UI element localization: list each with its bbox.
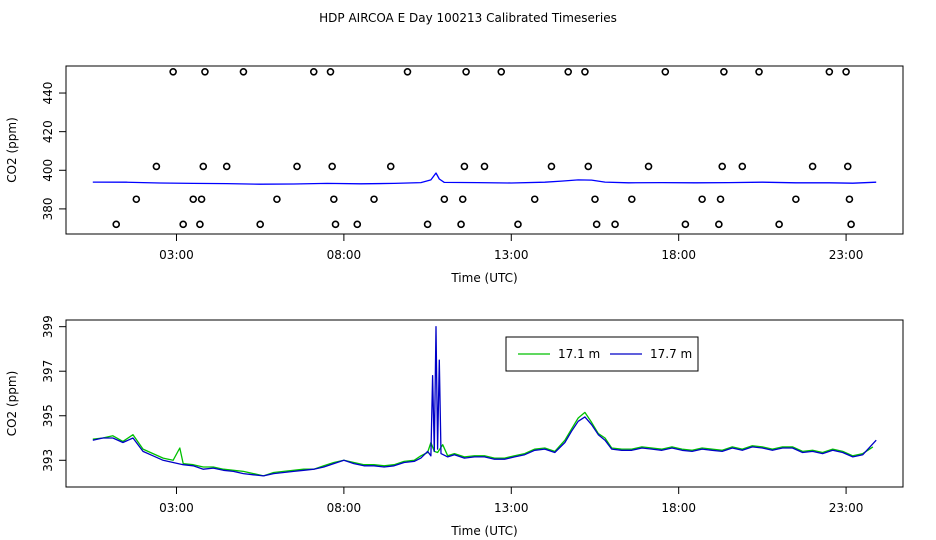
data-point: [564, 67, 573, 76]
y-tick-label: 395: [41, 404, 55, 427]
data-point: [132, 195, 141, 204]
data-point: [530, 195, 539, 204]
data-point: [458, 195, 467, 204]
data-point: [189, 195, 198, 204]
legend-label: 17.7 m: [650, 347, 692, 361]
series-line-0: [92, 172, 877, 185]
data-point: [842, 67, 850, 76]
figure-title: HDP AIRCOA E Day 100213 Calibrated Times…: [319, 11, 617, 25]
legend-box: [505, 336, 699, 372]
data-point: [755, 67, 763, 76]
data-point: [592, 220, 601, 229]
data-point: [460, 162, 469, 171]
data-point: [457, 220, 465, 229]
data-point: [423, 220, 432, 229]
x-tick-label: 18:00: [661, 501, 696, 515]
x-axis-label: Time (UTC): [450, 524, 517, 538]
data-point: [718, 162, 727, 171]
data-point: [201, 67, 209, 76]
data-point: [293, 162, 301, 171]
data-point: [331, 220, 340, 229]
x-tick-label: 13:00: [494, 248, 529, 262]
data-point: [370, 195, 378, 204]
x-tick-label: 03:00: [159, 248, 194, 262]
data-point: [611, 220, 619, 229]
data-point: [330, 195, 338, 204]
data-point: [591, 195, 599, 204]
data-point: [738, 162, 747, 171]
data-point: [716, 195, 725, 204]
plot-frame: [65, 319, 904, 488]
data-point: [112, 220, 121, 229]
x-tick-label: 08:00: [327, 501, 362, 515]
y-tick-label: 420: [41, 120, 55, 143]
data-point: [222, 162, 231, 171]
x-tick-label: 13:00: [494, 501, 529, 515]
data-point: [825, 67, 834, 76]
x-tick-label: 08:00: [327, 248, 362, 262]
data-point: [847, 220, 855, 229]
series-line-0: [92, 411, 874, 477]
x-axis-label: Time (UTC): [450, 271, 517, 285]
data-point: [514, 220, 522, 229]
y-tick-label: 397: [41, 360, 55, 383]
data-point: [644, 162, 653, 171]
data-point: [197, 195, 206, 204]
data-point: [584, 162, 593, 171]
data-point: [661, 67, 670, 76]
legend-label: 17.1 m: [558, 347, 600, 361]
data-point: [328, 162, 336, 171]
y-tick-label: 400: [41, 159, 55, 182]
data-point: [196, 220, 204, 229]
y-tick-label: 393: [41, 449, 55, 472]
data-point: [547, 162, 556, 171]
data-point: [256, 220, 264, 229]
y-tick-label: 440: [41, 82, 55, 105]
x-tick-label: 18:00: [661, 248, 696, 262]
data-point: [698, 195, 706, 204]
data-point: [843, 162, 852, 171]
x-tick-label: 23:00: [829, 248, 864, 262]
data-point: [326, 67, 335, 76]
data-point: [309, 67, 318, 76]
data-point: [715, 220, 723, 229]
y-axis-label: CO2 (ppm): [5, 371, 19, 437]
series-line-1: [92, 326, 877, 477]
y-tick-label: 399: [41, 315, 55, 338]
data-point: [179, 220, 187, 229]
panel-top: 03:00 08:00 13:00 18:00 23:00 Time (UTC) 380 40…: [5, 65, 904, 285]
x-tick-label: 03:00: [159, 501, 194, 515]
y-axis-label: CO2 (ppm): [5, 117, 19, 183]
data-point: [239, 67, 248, 76]
plot-frame: [65, 65, 904, 235]
data-point: [386, 162, 395, 171]
data-point: [581, 67, 589, 76]
data-point: [497, 67, 506, 76]
data-point: [169, 67, 177, 76]
data-point: [720, 67, 728, 76]
data-point: [403, 67, 412, 76]
data-point: [480, 162, 489, 171]
data-point: [152, 162, 161, 171]
data-point: [628, 195, 636, 204]
data-point: [775, 220, 783, 229]
data-point: [440, 195, 449, 204]
data-point: [792, 195, 800, 204]
data-point: [808, 162, 817, 171]
data-point: [462, 67, 470, 76]
data-point: [681, 220, 690, 229]
legend: 17.1 m 17.7 m: [505, 336, 699, 372]
data-point: [845, 195, 854, 204]
y-tick-label: 380: [41, 197, 55, 220]
x-tick-label: 23:00: [829, 501, 864, 515]
data-point: [273, 195, 281, 204]
data-point: [199, 162, 208, 171]
data-point: [353, 220, 362, 229]
panel-bottom: 03:00 08:00 13:00 18:00 23:00 Time (UTC) 393 39…: [5, 315, 904, 538]
